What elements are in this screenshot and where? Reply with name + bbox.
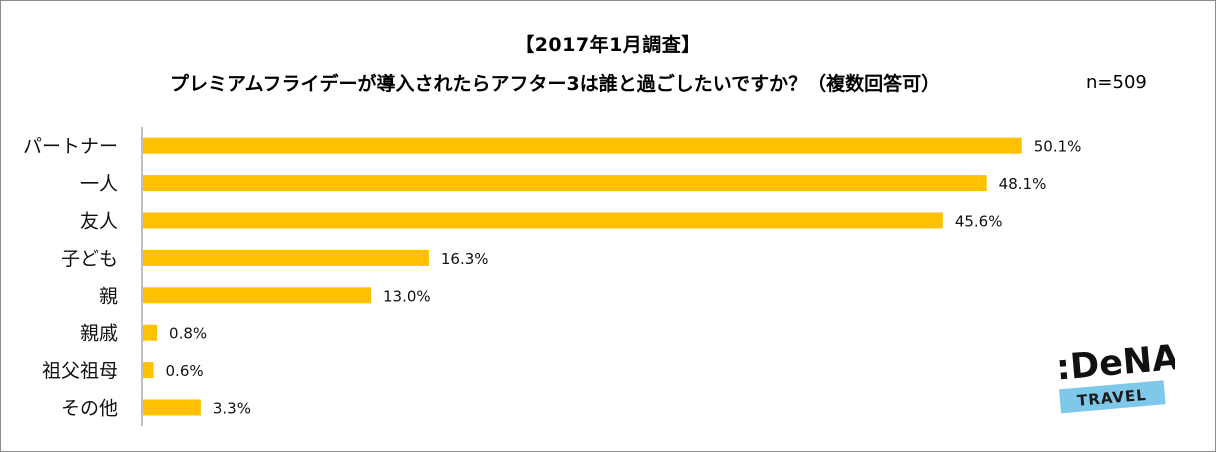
value-label-7: 3.3% (213, 400, 251, 418)
bar-4 (143, 287, 372, 304)
category-label-4: 親 (99, 285, 118, 307)
value-label-2: 45.6% (955, 213, 1003, 231)
value-label-0: 50.1% (1034, 138, 1082, 156)
bar-2 (143, 212, 943, 229)
bar-5 (143, 324, 158, 341)
value-label-1: 48.1% (999, 175, 1047, 193)
category-label-6: 祖父祖母 (42, 360, 118, 382)
category-label-7: その他 (61, 398, 118, 420)
bar-3 (143, 249, 429, 266)
chart-subtitle: プレミアムフライデーが導入されたらアフター3は誰と過ごしたいですか？（複数回答可… (170, 73, 941, 95)
bars-group (143, 137, 1022, 416)
value-label-3: 16.3% (441, 250, 489, 268)
category-label-0: パートナー (23, 136, 118, 158)
sample-size-label: n=509 (1086, 72, 1147, 93)
logo-band (1058, 380, 1166, 414)
bar-7 (143, 399, 201, 416)
bar-6 (143, 362, 154, 379)
category-label-5: 親戚 (80, 323, 118, 345)
bar-0 (143, 137, 1022, 154)
value-label-4: 13.0% (383, 287, 431, 305)
bar-1 (143, 175, 987, 192)
chart-title: 【2017年1月調査】 (515, 34, 701, 56)
value-label-6: 0.6% (166, 362, 204, 380)
category-label-3: 子ども (61, 248, 118, 270)
value-label-5: 0.8% (169, 325, 207, 343)
value-labels-group: 50.1% 48.1% 45.6% 16.3% 13.0% 0.8% 0.6% 3.3% (166, 138, 1082, 418)
category-label-2: 友人 (80, 211, 118, 233)
dena-travel-logo: :DeNA TRAVEL (1055, 338, 1175, 414)
category-label-1: 一人 (80, 173, 118, 195)
